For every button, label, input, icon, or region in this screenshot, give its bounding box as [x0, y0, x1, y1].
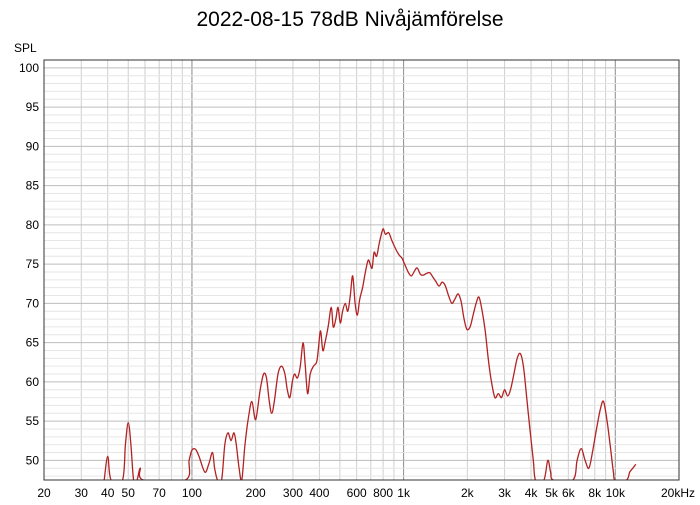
- y-tick-label: 65: [26, 336, 40, 350]
- series-layer: [103, 228, 637, 480]
- x-tick-label: 5k: [545, 486, 559, 500]
- y-tick-label: 90: [26, 139, 40, 153]
- y-tick-label: 100: [19, 61, 39, 75]
- x-tick-label: 400: [309, 486, 329, 500]
- x-tick-label: 800: [373, 486, 393, 500]
- x-tick-label: 200: [246, 486, 266, 500]
- x-tick-label: 20kHz: [661, 486, 695, 500]
- y-axis-label: SPL: [14, 41, 37, 55]
- chart-title: 2022-08-15 78dB Nivåjämförelse: [196, 8, 504, 31]
- y-tick-labels: 50 55 60 65 70 75 80 85 90 95 100: [19, 61, 39, 468]
- x-tick-label: 100: [182, 486, 202, 500]
- series-line-0: [103, 228, 637, 480]
- x-tick-label: 8k: [588, 486, 602, 500]
- x-tick-label: 30: [75, 486, 89, 500]
- x-tick-label: 10k: [606, 486, 626, 500]
- x-tick-label: 1k: [397, 486, 411, 500]
- y-tick-label: 50: [26, 453, 40, 467]
- x-tick-label: 40: [101, 486, 115, 500]
- x-tick-label: 4k: [525, 486, 539, 500]
- x-tick-label: 50: [122, 486, 136, 500]
- x-tick-label: 6k: [562, 486, 576, 500]
- plot-frame: [43, 59, 680, 481]
- y-tick-label: 85: [26, 179, 40, 193]
- grid: [43, 59, 680, 480]
- x-tick-label: 600: [347, 486, 367, 500]
- x-tick-label: 2k: [461, 486, 475, 500]
- x-tick-label: 300: [283, 486, 303, 500]
- x-tick-labels: 20 30 40 50 70 100 200 300 400 600 800 1k 2k 3k 4k 5k 6k…: [37, 486, 695, 500]
- x-tick-label: 70: [152, 486, 166, 500]
- y-tick-label: 75: [26, 257, 40, 271]
- y-tick-label: 80: [26, 218, 40, 232]
- y-tick-label: 95: [26, 100, 40, 114]
- y-tick-label: 55: [26, 414, 40, 428]
- y-tick-label: 70: [26, 296, 40, 310]
- x-tick-label: 20: [37, 486, 51, 500]
- y-tick-label: 60: [26, 375, 40, 389]
- x-tick-label: 3k: [498, 486, 512, 500]
